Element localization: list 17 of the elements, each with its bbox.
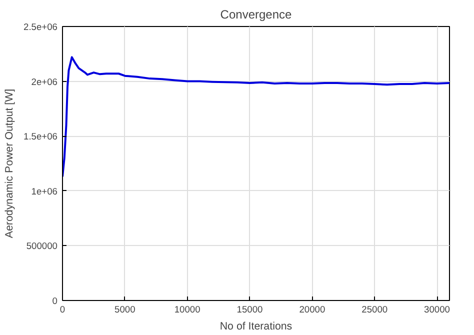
x-tick-label: 25000 bbox=[362, 304, 388, 314]
y-axis-title: Aerodynamic Power Output [W] bbox=[4, 88, 16, 238]
x-axis-title: No of Iterations bbox=[220, 320, 292, 332]
x-tick-label: 30000 bbox=[424, 304, 450, 314]
x-tick-label: 0 bbox=[60, 304, 66, 314]
x-tick-label: 15000 bbox=[236, 304, 263, 314]
x-tick-label: 5000 bbox=[114, 304, 136, 314]
y-tick-label: 0 bbox=[52, 296, 58, 306]
x-tick-label: 10000 bbox=[174, 304, 200, 314]
x-tick-label: 20000 bbox=[299, 304, 326, 314]
y-tick-label: 1.5e+06 bbox=[24, 132, 58, 142]
chart-title: Convergence bbox=[220, 8, 292, 22]
y-tick-label: 500000 bbox=[26, 241, 58, 252]
line-series bbox=[62, 56, 450, 178]
y-tick-label: 2.5e+06 bbox=[24, 22, 58, 32]
y-tick-label: 1e+06 bbox=[31, 186, 58, 196]
y-tick-label: 2e+06 bbox=[31, 76, 58, 87]
